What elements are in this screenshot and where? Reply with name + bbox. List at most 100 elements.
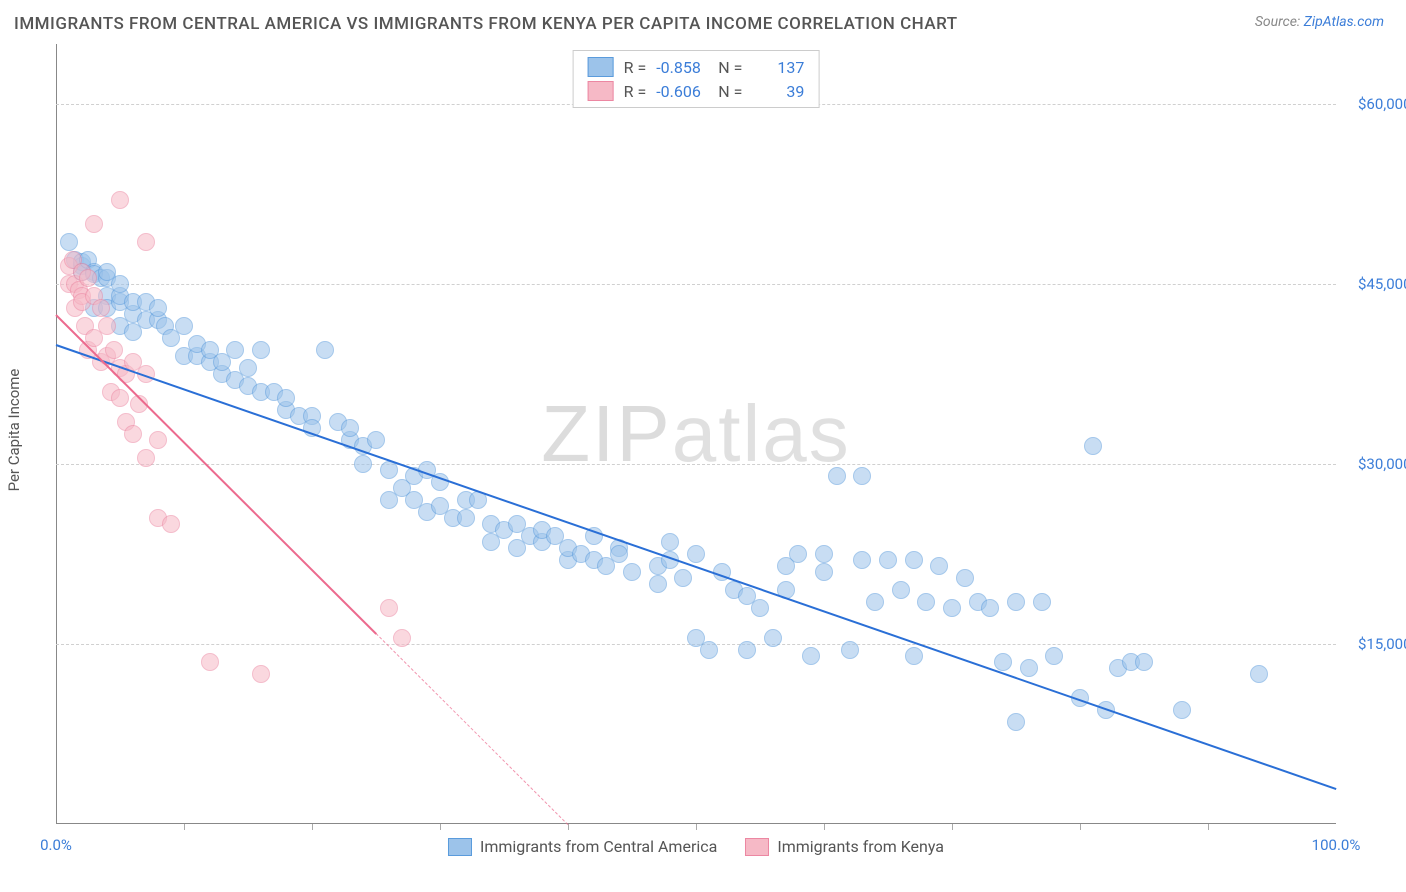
stat-r-value: -0.606 xyxy=(656,82,708,101)
y-tick-label: $60,000 xyxy=(1358,95,1406,113)
data-point xyxy=(1250,665,1268,683)
x-tick xyxy=(696,824,697,830)
trend-line xyxy=(56,344,1337,790)
legend-label: Immigrants from Central America xyxy=(480,837,717,856)
data-point xyxy=(60,233,78,251)
data-point xyxy=(1084,437,1102,455)
data-point xyxy=(610,545,628,563)
watermark: ZIPatlas xyxy=(541,388,850,480)
x-tick xyxy=(568,824,569,830)
x-tick xyxy=(440,824,441,830)
x-tick xyxy=(952,824,953,830)
y-axis-title: Per Capita Income xyxy=(5,369,23,492)
data-point xyxy=(905,551,923,569)
data-point xyxy=(92,299,110,317)
gridline xyxy=(56,464,1336,465)
stat-r-label: R = xyxy=(624,82,647,101)
data-point xyxy=(623,563,641,581)
data-point xyxy=(994,653,1012,671)
data-point xyxy=(1045,647,1063,665)
source-link[interactable]: ZipAtlas.com xyxy=(1304,14,1384,30)
trend-line xyxy=(376,633,569,825)
data-point xyxy=(111,389,129,407)
y-tick-label: $45,000 xyxy=(1358,275,1406,293)
data-point xyxy=(802,647,820,665)
stats-row: R =-0.606N =39 xyxy=(588,81,805,101)
data-point xyxy=(674,569,692,587)
data-point xyxy=(137,233,155,251)
data-point xyxy=(124,425,142,443)
x-tick-label: 0.0% xyxy=(40,836,72,854)
legend-swatch xyxy=(745,838,769,856)
data-point xyxy=(687,545,705,563)
data-point xyxy=(85,215,103,233)
data-point xyxy=(649,575,667,593)
series-swatch xyxy=(588,57,614,77)
data-point xyxy=(853,551,871,569)
data-point xyxy=(943,599,961,617)
data-point xyxy=(892,581,910,599)
x-tick xyxy=(312,824,313,830)
data-point xyxy=(917,593,935,611)
stat-n-value: 137 xyxy=(752,58,804,77)
legend-swatch xyxy=(448,838,472,856)
data-point xyxy=(815,563,833,581)
legend: Immigrants from Central America Immigrant… xyxy=(448,837,944,856)
data-point xyxy=(1020,659,1038,677)
data-point xyxy=(789,545,807,563)
data-point xyxy=(175,317,193,335)
x-tick xyxy=(1080,824,1081,830)
data-point xyxy=(1135,653,1153,671)
correlation-stats-box: R =-0.858N =137R =-0.606N =39 xyxy=(573,50,820,108)
data-point xyxy=(341,419,359,437)
data-point xyxy=(252,341,270,359)
data-point xyxy=(277,389,295,407)
stat-n-label: N = xyxy=(718,58,742,77)
data-point xyxy=(226,341,244,359)
data-point xyxy=(457,509,475,527)
legend-item: Immigrants from Central America xyxy=(448,837,717,856)
stat-n-label: N = xyxy=(718,82,742,101)
data-point xyxy=(354,455,372,473)
gridline xyxy=(56,284,1336,285)
data-point xyxy=(111,275,129,293)
x-tick xyxy=(184,824,185,830)
data-point xyxy=(111,191,129,209)
data-point xyxy=(162,515,180,533)
data-point xyxy=(764,629,782,647)
data-point xyxy=(98,317,116,335)
data-point xyxy=(661,533,679,551)
data-point xyxy=(137,449,155,467)
x-tick-label: 100.0% xyxy=(1312,836,1361,854)
x-tick xyxy=(1208,824,1209,830)
stats-row: R = -0.858 N = 137 xyxy=(588,57,805,77)
data-point xyxy=(981,599,999,617)
legend-label: Immigrants from Kenya xyxy=(777,837,944,856)
data-point xyxy=(956,569,974,587)
data-point xyxy=(252,665,270,683)
x-tick xyxy=(824,824,825,830)
y-tick-label: $30,000 xyxy=(1358,455,1406,473)
data-point xyxy=(201,653,219,671)
y-tick-label: $15,000 xyxy=(1358,635,1406,653)
chart-plot-area: ZIPatlas $15,000$30,000$45,000$60,0000.0… xyxy=(56,44,1336,824)
data-point xyxy=(1007,713,1025,731)
y-axis-line xyxy=(56,44,57,824)
data-point xyxy=(149,431,167,449)
data-point xyxy=(105,341,123,359)
source-prefix: Source: xyxy=(1255,14,1304,30)
data-point xyxy=(1007,593,1025,611)
data-point xyxy=(866,593,884,611)
series-swatch xyxy=(588,81,614,101)
data-point xyxy=(905,647,923,665)
data-point xyxy=(828,467,846,485)
legend-item: Immigrants from Kenya xyxy=(745,837,944,856)
data-point xyxy=(393,629,411,647)
data-point xyxy=(751,599,769,617)
data-point xyxy=(700,641,718,659)
stat-r-label: R = xyxy=(624,58,647,77)
stat-r-value: -0.858 xyxy=(656,58,708,77)
data-point xyxy=(853,467,871,485)
chart-title: IMMIGRANTS FROM CENTRAL AMERICA VS IMMIG… xyxy=(14,14,958,34)
data-point xyxy=(879,551,897,569)
